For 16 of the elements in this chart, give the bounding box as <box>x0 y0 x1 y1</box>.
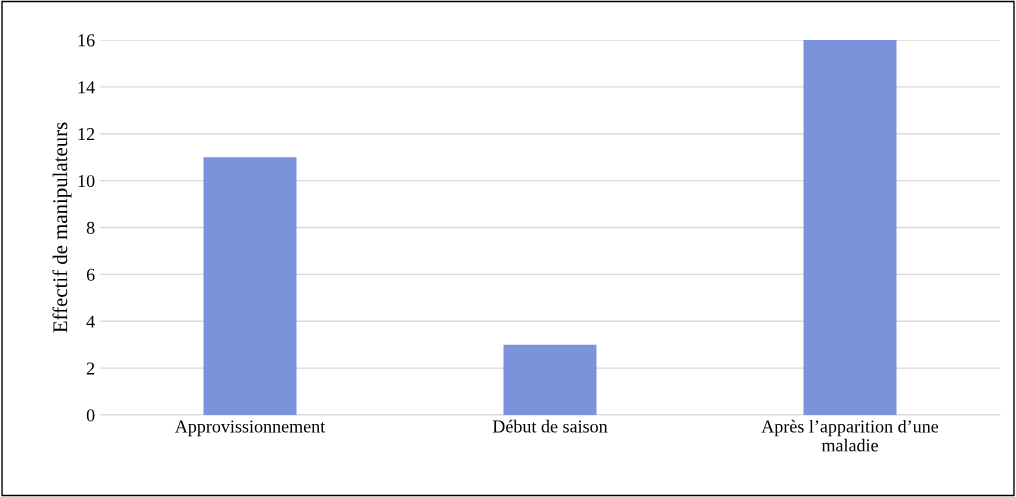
y-tick-label: 8 <box>86 221 95 234</box>
bar <box>203 157 297 415</box>
y-tick-label: 4 <box>86 315 95 328</box>
y-tick-label: 0 <box>86 409 95 422</box>
bar <box>803 40 897 415</box>
y-tick-label: 6 <box>86 268 95 281</box>
y-tick-label: 2 <box>86 362 95 375</box>
y-tick-label: 12 <box>78 128 95 141</box>
y-tick-label: 14 <box>78 81 95 94</box>
y-tick-label: 16 <box>78 34 95 47</box>
y-axis-title: Effectif de manipulateurs <box>52 122 72 333</box>
x-tick-label: Début de saison <box>492 419 608 433</box>
x-tick-label: Approvissionnement <box>174 420 326 437</box>
bar <box>503 344 597 415</box>
y-tick-label: 10 <box>78 174 95 188</box>
x-tick-label: Après l’apparition d’une maladie <box>761 419 939 452</box>
